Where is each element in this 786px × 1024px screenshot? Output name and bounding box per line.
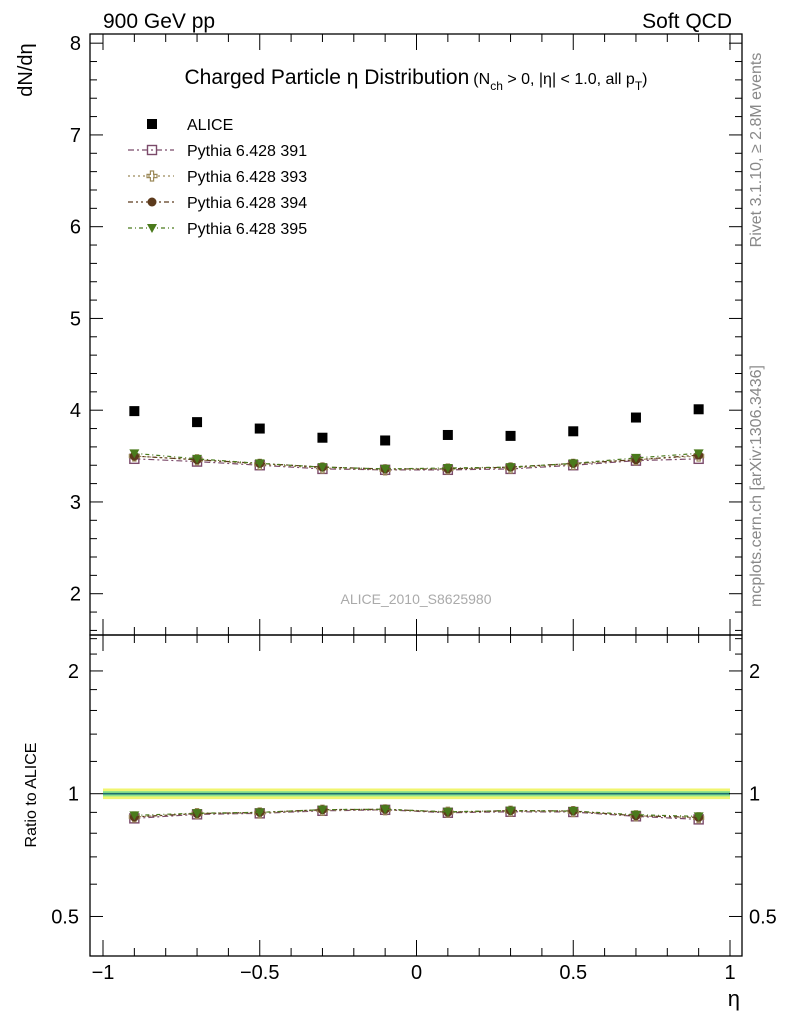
main-line-s391 <box>134 458 699 471</box>
main-point-alice <box>693 404 704 415</box>
main-ytick-label: 3 <box>70 492 81 514</box>
main-point-alice <box>568 426 579 437</box>
ratio-point-s395 <box>380 805 391 815</box>
header-left: 900 GeV pp <box>103 10 215 33</box>
main-point-alice <box>129 406 140 417</box>
title-cuts-suffix: ) <box>642 71 647 88</box>
main-point-alice <box>630 412 641 423</box>
ratio-line-s394 <box>134 808 699 818</box>
rivet-label: Rivet 3.1.10, ≥ 2.8M events <box>748 53 765 248</box>
ratio-point-s395 <box>630 810 641 820</box>
xtick-label: 0.5 <box>559 962 587 984</box>
legend-marker-alice <box>147 119 157 129</box>
ratio-reference-band <box>103 788 730 800</box>
legend: ALICE Pythia 6.428 391 Pythia 6.428 393 Pyt… <box>128 117 307 238</box>
ratio-point-s395 <box>317 805 328 815</box>
xtick-label: −0.5 <box>240 962 279 984</box>
main-ytick-label: 5 <box>70 308 81 330</box>
ratio-ytick-label-right: 1 <box>749 784 760 806</box>
title-cuts-mid: > 0, |η| < 1.0, all p <box>503 71 635 88</box>
main-ytick-label: 8 <box>70 33 81 55</box>
legend-marker-s394 <box>147 197 157 207</box>
main-point-s395 <box>630 453 641 463</box>
ratio-point-s395 <box>129 811 140 821</box>
header-right: Soft QCD <box>642 10 732 33</box>
main-point-s395 <box>192 454 203 464</box>
main-point-s395 <box>568 459 579 469</box>
legend-marker-s391 <box>146 144 158 156</box>
xtick-label: 0 <box>411 962 422 984</box>
plot-title: Charged Particle η Distribution (Nch > 0,… <box>184 66 647 93</box>
axes-ticks: 2 3 4 5 6 7 8 −1 −0.5 0 0.5 1 0.5 0.5 1 1 2 2 <box>51 33 777 984</box>
ratio-point-s395 <box>254 808 265 818</box>
title-cuts-sub2: T <box>635 79 643 93</box>
ratio-ytick-label-left: 0.5 <box>51 906 79 928</box>
ratio-line-s395 <box>134 808 699 817</box>
ratio-line-s391 <box>134 809 699 820</box>
main-line-s394 <box>134 454 699 470</box>
ratio-ytick-label-right: 2 <box>749 661 760 683</box>
main-point-s395 <box>129 449 140 459</box>
title-cuts-sub: ch <box>490 79 503 93</box>
legend-label-s394: Pythia 6.428 394 <box>187 195 307 212</box>
main-ytick-label: 6 <box>70 217 81 239</box>
xtick-label: 1 <box>724 962 735 984</box>
legend-marker-s393 <box>146 170 158 182</box>
xtick-label: −1 <box>92 962 115 984</box>
legend-label-s391: Pythia 6.428 391 <box>187 143 307 160</box>
ratio-ytick-label-left: 2 <box>68 661 79 683</box>
data-series <box>128 404 705 825</box>
ratio-xlabel: η <box>728 986 740 1011</box>
main-point-alice <box>380 435 391 446</box>
legend-label-s395: Pythia 6.428 395 <box>187 221 307 238</box>
title-cuts-prefix: (N <box>473 71 490 88</box>
main-point-s395 <box>693 449 704 459</box>
ratio-ylabel: Ratio to ALICE <box>23 743 40 848</box>
analysis-watermark: ALICE_2010_S8625980 <box>340 591 491 607</box>
legend-label-s393: Pythia 6.428 393 <box>187 169 307 186</box>
main-point-alice <box>505 430 516 441</box>
main-point-alice <box>317 432 328 443</box>
main-ytick-label: 7 <box>70 125 81 147</box>
main-point-s395 <box>505 463 516 473</box>
mcplots-label: mcplots.cern.ch [arXiv:1306.3436] <box>748 365 765 607</box>
main-point-s395 <box>380 464 391 474</box>
main-point-alice <box>192 417 203 428</box>
main-point-s395 <box>254 459 265 469</box>
main-ytick-label: 2 <box>70 584 81 606</box>
main-line-s395 <box>134 452 699 470</box>
ratio-point-s395 <box>693 812 704 822</box>
main-point-s395 <box>442 464 453 474</box>
title-main: Charged Particle η Distribution <box>184 66 469 89</box>
legend-marker-s395 <box>147 224 157 233</box>
ratio-point-s395 <box>192 809 203 819</box>
ratio-ytick-label-left: 1 <box>68 784 79 806</box>
main-point-s395 <box>317 463 328 473</box>
main-ytick-label: 4 <box>70 400 81 422</box>
main-point-alice <box>254 423 265 434</box>
main-ylabel: dN/dη <box>15 43 37 96</box>
ratio-point-s395 <box>505 806 516 816</box>
legend-label-alice: ALICE <box>187 117 233 134</box>
main-point-alice <box>442 429 453 440</box>
ratio-ytick-label-right: 0.5 <box>749 906 777 928</box>
ratio-point-s395 <box>568 806 579 816</box>
ratio-point-s395 <box>442 807 453 817</box>
